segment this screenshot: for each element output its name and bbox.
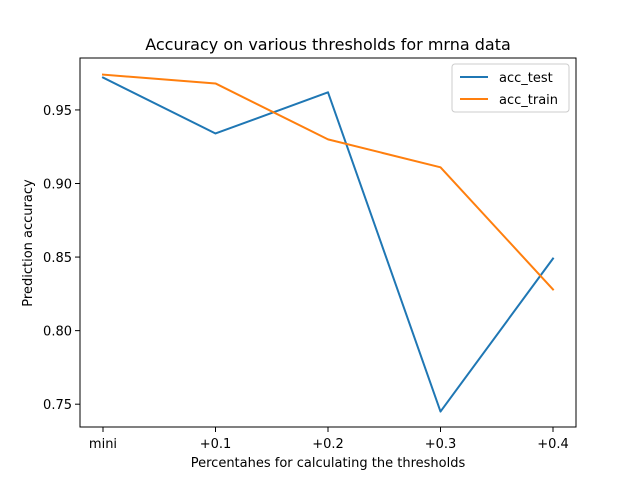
series-line-acc-test — [101, 76, 555, 413]
legend-label: acc_test — [499, 71, 553, 86]
x-tick-label: +0.3 — [425, 437, 457, 452]
legend-label: acc_train — [499, 93, 558, 108]
y-axis-label: Prediction accuracy — [21, 179, 36, 307]
series-line-acc-train — [101, 73, 555, 291]
legend: acc_test acc_train — [451, 63, 570, 113]
y-tick-label: 0.75 — [43, 398, 72, 413]
plot-area: mini +0.1 +0.2 +0.3 +0.4 0.75 0.80 0.85 0.90 0.95… — [43, 57, 577, 452]
x-tick-label: +0.2 — [312, 437, 344, 452]
x-axis-label: Percentahes for calculating the threshol… — [191, 456, 466, 471]
x-tick-label: +0.4 — [537, 437, 569, 452]
y-tick-label: 0.90 — [43, 178, 72, 193]
y-tick-label: 0.85 — [43, 251, 72, 266]
y-tick-label: 0.95 — [43, 104, 72, 119]
chart-title: Accuracy on various thresholds for mrna … — [145, 35, 511, 54]
x-tick-label: mini — [89, 437, 117, 452]
y-tick-label: 0.80 — [43, 325, 72, 340]
x-tick-label: +0.1 — [200, 437, 232, 452]
